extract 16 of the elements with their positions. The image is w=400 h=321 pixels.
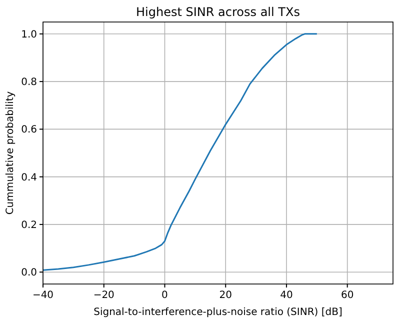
y-tick-label: 1.0 [21,29,37,40]
x-tick-label: −20 [93,290,114,301]
x-tick-label: −40 [32,290,54,301]
chart-title: Highest SINR across all TXs [136,5,300,19]
y-tick-label: 0.0 [21,268,37,279]
y-tick-label: 0.8 [21,77,37,88]
y-tick-label: 0.2 [21,220,37,231]
y-tick-label: 0.4 [21,172,37,184]
line-series [42,33,318,271]
x-tick-label: 20 [219,290,232,301]
x-tick-label: 40 [280,290,293,301]
y-tick-label: 0.6 [21,124,37,136]
x-tick-label: 0 [162,290,168,301]
x-tick-label: 60 [340,290,354,301]
x-axis-title: Signal-to-interference-plus-noise ratio (SINR) [dB] [94,307,342,318]
y-axis-title: Cummulative probability [5,91,16,215]
